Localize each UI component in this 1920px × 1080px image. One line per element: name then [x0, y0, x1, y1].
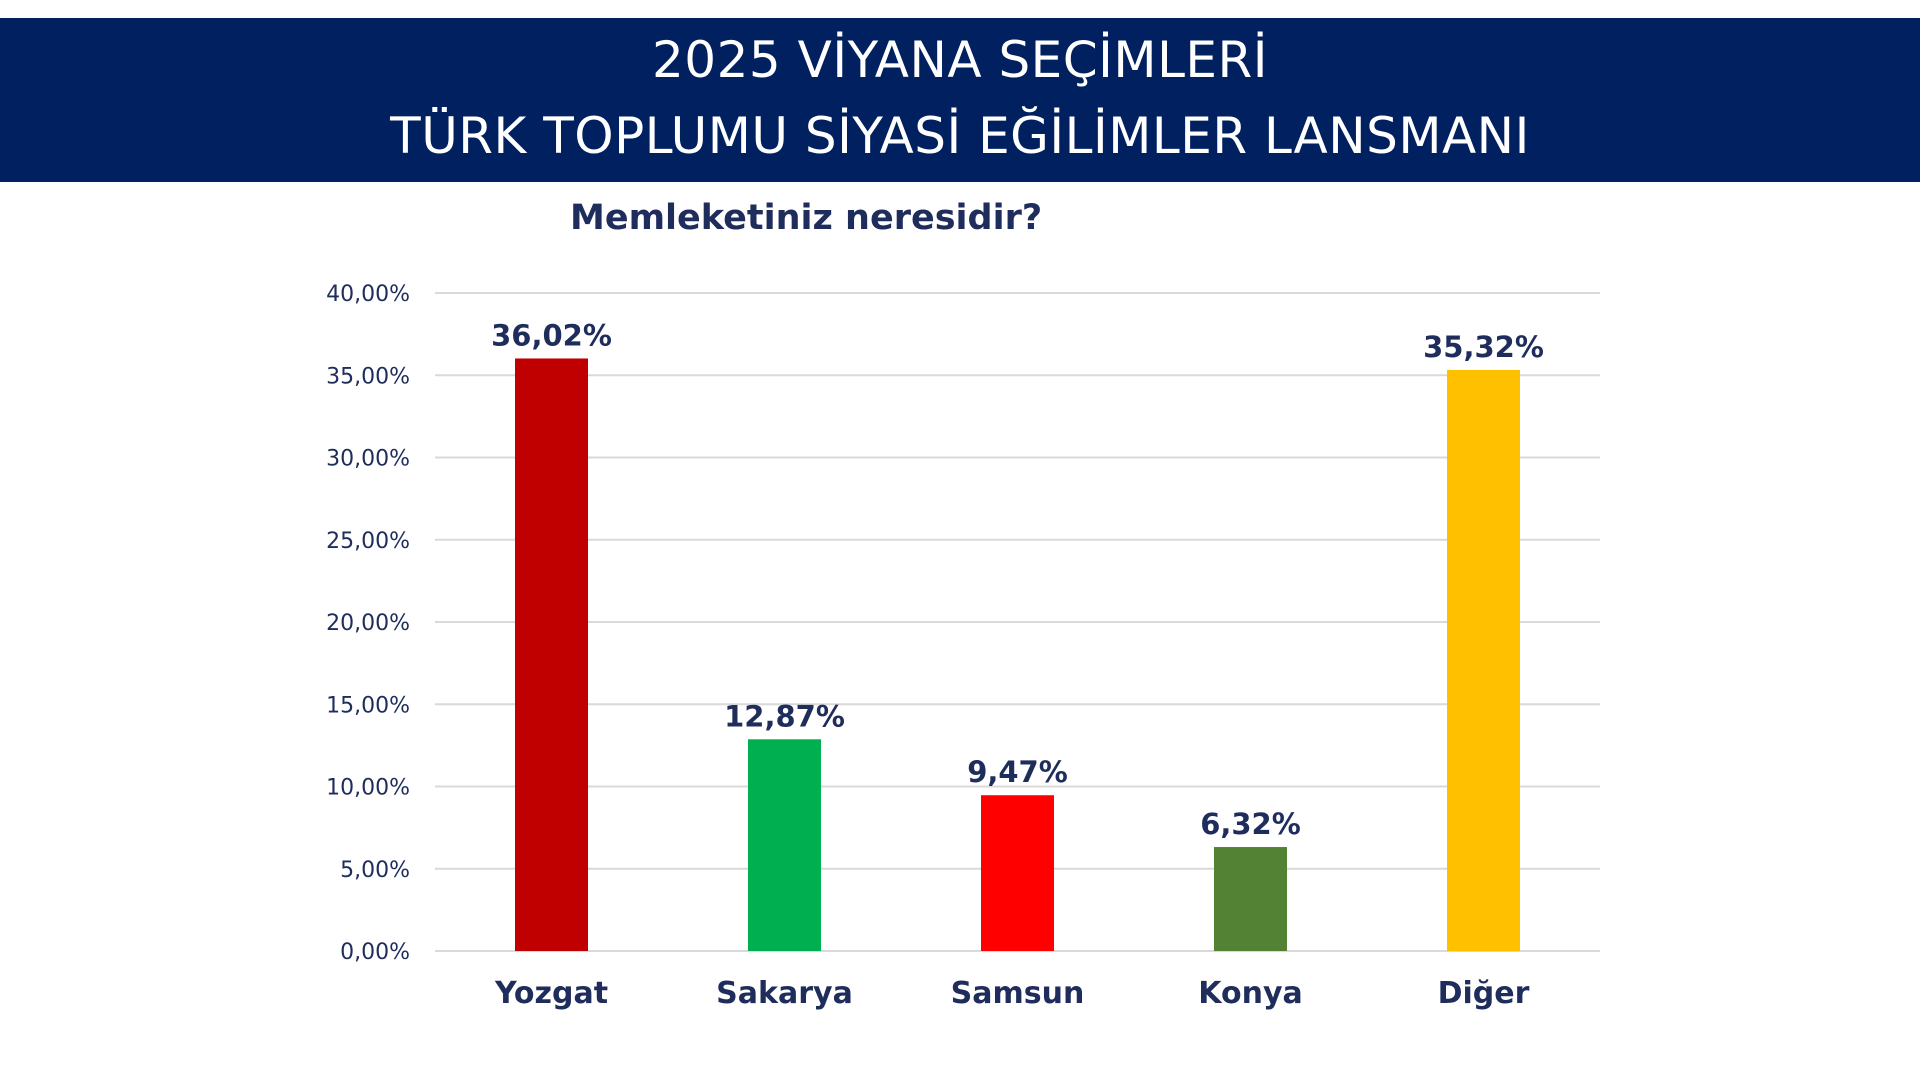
y-tick-label: 0,00%: [340, 940, 410, 965]
bar-yozgat: [515, 358, 588, 951]
y-tick-label: 10,00%: [326, 776, 410, 801]
y-tick-label: 15,00%: [326, 693, 410, 718]
y-tick-label: 30,00%: [326, 447, 410, 472]
category-label: Diğer: [1438, 976, 1530, 1011]
header-banner: 2025 VİYANA SEÇİMLERİ TÜRK TOPLUMU SİYAS…: [0, 18, 1920, 182]
bar-sakarya: [748, 739, 821, 951]
bar-diğer: [1447, 369, 1520, 952]
data-label: 35,32%: [1423, 330, 1544, 364]
x-axis-categories: Yozgat Sakarya Samsun Konya Diğer: [494, 976, 1530, 1011]
y-axis-ticks: 0,00% 5,00% 10,00% 15,00% 20,00% 25,00% 30,00%…: [326, 282, 410, 965]
data-label: 9,47%: [967, 755, 1068, 789]
bar-samsun: [981, 795, 1054, 951]
category-label: Samsun: [951, 976, 1085, 1011]
y-tick-label: 40,00%: [326, 282, 410, 307]
data-label: 12,87%: [724, 699, 845, 733]
bars: [515, 358, 1520, 952]
y-tick-label: 35,00%: [326, 364, 410, 389]
bar-konya: [1214, 847, 1287, 951]
category-label: Yozgat: [494, 976, 608, 1011]
data-labels: 36,02% 12,87% 9,47% 6,32% 35,32%: [491, 318, 1544, 841]
header-title-line-2: TÜRK TOPLUMU SİYASİ EĞİLİMLER LANSMANI: [390, 107, 1530, 165]
category-label: Sakarya: [716, 976, 853, 1011]
y-tick-label: 20,00%: [326, 611, 410, 636]
chart-title: Memleketiniz neresidir?: [570, 198, 1043, 238]
y-tick-label: 25,00%: [326, 529, 410, 554]
y-tick-label: 5,00%: [340, 858, 410, 883]
data-label: 6,32%: [1200, 807, 1301, 841]
category-label: Konya: [1198, 976, 1303, 1011]
header-title-line-1: 2025 VİYANA SEÇİMLERİ: [651, 31, 1269, 89]
data-label: 36,02%: [491, 318, 612, 352]
